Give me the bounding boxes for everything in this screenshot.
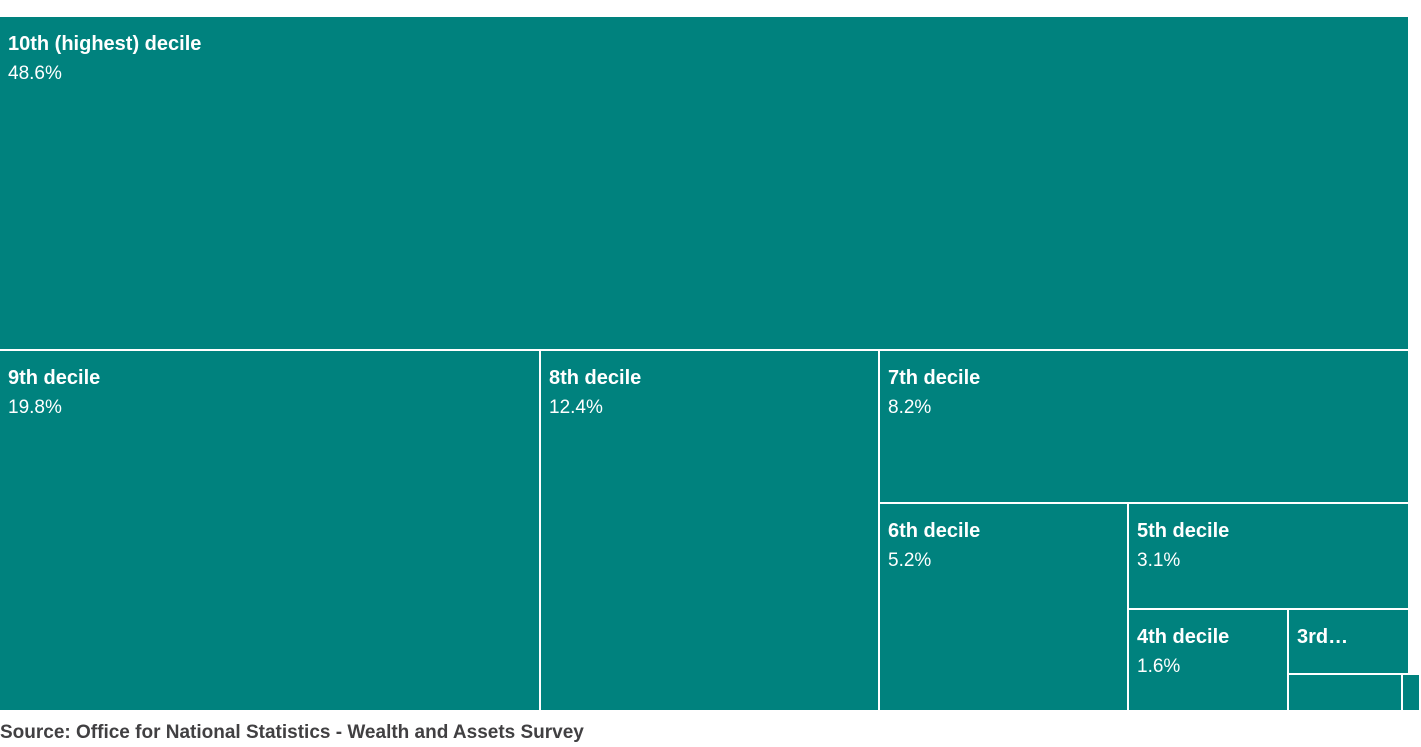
source-note: Source: Office for National Statistics -… xyxy=(0,722,584,743)
tile-value: 1.6% xyxy=(1137,656,1181,677)
treemap-tile-6th-decile[interactable]: 6th decile 5.2% xyxy=(880,504,1127,710)
treemap-tile-2nd-decile[interactable] xyxy=(1289,675,1401,710)
tile-value: 3.1% xyxy=(1137,550,1181,571)
tile-value: 19.8% xyxy=(8,397,62,418)
treemap: 10th (highest) decile 48.6% 9th decile 19.8… xyxy=(0,17,1419,710)
tile-label: 3rd… xyxy=(1297,626,1349,648)
treemap-tile-10th-highest-decile[interactable]: 10th (highest) decile 48.6% xyxy=(0,17,1408,349)
treemap-tile-5th-decile[interactable]: 5th decile 3.1% xyxy=(1129,504,1408,608)
tile-value: 8.2% xyxy=(888,397,932,418)
tile-label: 10th (highest) decile xyxy=(8,33,202,55)
tile-value: 48.6% xyxy=(8,63,62,84)
treemap-tile-1st-decile[interactable] xyxy=(1403,675,1419,710)
treemap-tile-7th-decile[interactable]: 7th decile 8.2% xyxy=(880,351,1408,502)
tile-label: 4th decile xyxy=(1137,626,1230,648)
treemap-tile-9th-decile[interactable]: 9th decile 19.8% xyxy=(0,351,539,710)
tile-label: 9th decile xyxy=(8,367,101,389)
treemap-tile-3rd-decile[interactable]: 3rd… xyxy=(1289,610,1408,673)
tile-label: 8th decile xyxy=(549,367,642,389)
treemap-tile-8th-decile[interactable]: 8th decile 12.4% xyxy=(541,351,878,710)
tile-value: 5.2% xyxy=(888,550,932,571)
tile-label: 6th decile xyxy=(888,520,981,542)
tile-label: 7th decile xyxy=(888,367,981,389)
treemap-tile-4th-decile[interactable]: 4th decile 1.6% xyxy=(1129,610,1287,710)
tile-label: 5th decile xyxy=(1137,520,1230,542)
tile-value: 12.4% xyxy=(549,397,603,418)
